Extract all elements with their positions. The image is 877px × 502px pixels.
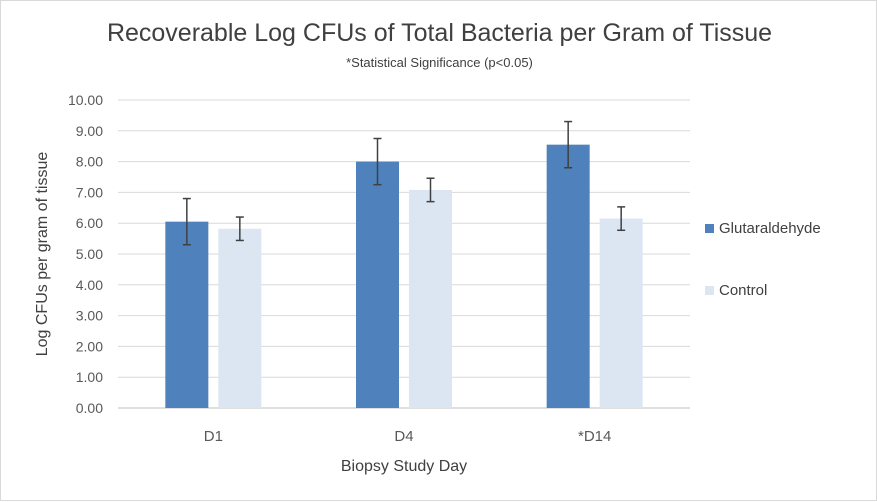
bar [356, 161, 399, 408]
y-tick-label: 5.00 [76, 246, 103, 262]
chart-title: Recoverable Log CFUs of Total Bacteria p… [106, 19, 773, 47]
legend-swatch [705, 224, 714, 233]
y-tick-label: 10.00 [68, 92, 103, 108]
y-tick-label: 8.00 [76, 154, 103, 170]
chart-subtitle: *Statistical Significance (p<0.05) [346, 55, 533, 70]
bar [599, 218, 643, 408]
error-bars [182, 120, 626, 246]
x-axis-ticks: D1 D4 *D14 [204, 428, 612, 445]
y-tick-label: 2.00 [76, 338, 103, 354]
legend-item: Control [705, 282, 767, 299]
y-tick-label: 9.00 [76, 123, 103, 139]
y-tick-label: 3.00 [76, 308, 103, 324]
x-axis-title: Biopsy Study Day [341, 458, 467, 475]
legend-label: Control [719, 282, 767, 299]
y-tick-label: 1.00 [76, 369, 103, 385]
y-tick-label: 4.00 [76, 277, 103, 293]
bar [218, 228, 262, 408]
y-tick-label: 7.00 [76, 184, 103, 200]
legend-item: Glutaraldehyde [705, 220, 821, 237]
y-axis-ticks: 0.00 1.00 2.00 3.00 4.00 5.00 6.00 7.00 8.00 9.00… [68, 92, 103, 416]
legend-swatch [705, 286, 714, 295]
bars [165, 144, 643, 408]
bar [546, 144, 590, 408]
legend: Glutaraldehyde Control [705, 220, 821, 299]
x-tick-label: D4 [394, 428, 413, 445]
gridlines [118, 99, 690, 409]
bar [409, 189, 452, 408]
x-tick-label: *D14 [578, 428, 611, 445]
y-axis-title: Log CFUs per gram of tissue [34, 152, 51, 357]
y-tick-label: 6.00 [76, 215, 103, 231]
x-tick-label: D1 [204, 428, 223, 445]
y-tick-label: 0.00 [76, 400, 103, 416]
legend-label: Glutaraldehyde [719, 220, 821, 237]
bar [165, 221, 209, 408]
